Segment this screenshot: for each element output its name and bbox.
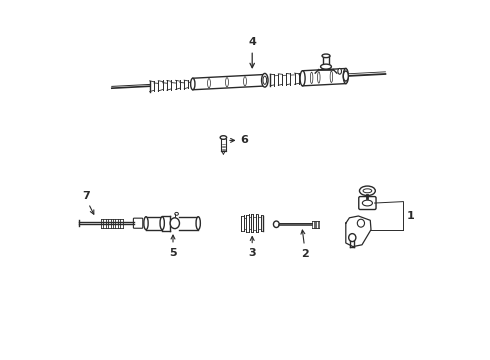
Ellipse shape [343, 68, 348, 84]
Text: 6: 6 [241, 135, 248, 145]
Ellipse shape [262, 73, 268, 87]
Ellipse shape [191, 78, 195, 90]
Ellipse shape [273, 221, 279, 228]
Ellipse shape [300, 71, 305, 86]
Ellipse shape [349, 234, 356, 242]
Ellipse shape [144, 217, 148, 230]
FancyBboxPatch shape [133, 218, 143, 228]
Ellipse shape [322, 54, 330, 58]
Ellipse shape [170, 218, 179, 229]
Text: 1: 1 [406, 211, 414, 221]
Text: 5: 5 [169, 248, 177, 258]
Text: 4: 4 [248, 37, 256, 48]
Text: 3: 3 [248, 248, 256, 258]
Text: 2: 2 [302, 249, 309, 259]
Ellipse shape [343, 71, 348, 81]
Ellipse shape [196, 217, 200, 230]
Ellipse shape [360, 186, 375, 195]
Ellipse shape [175, 212, 178, 215]
Ellipse shape [160, 217, 164, 230]
Ellipse shape [263, 75, 267, 86]
FancyBboxPatch shape [359, 197, 376, 210]
Ellipse shape [320, 64, 331, 69]
Ellipse shape [220, 136, 227, 139]
Ellipse shape [338, 68, 342, 74]
Ellipse shape [263, 76, 267, 84]
Text: 7: 7 [82, 191, 90, 201]
